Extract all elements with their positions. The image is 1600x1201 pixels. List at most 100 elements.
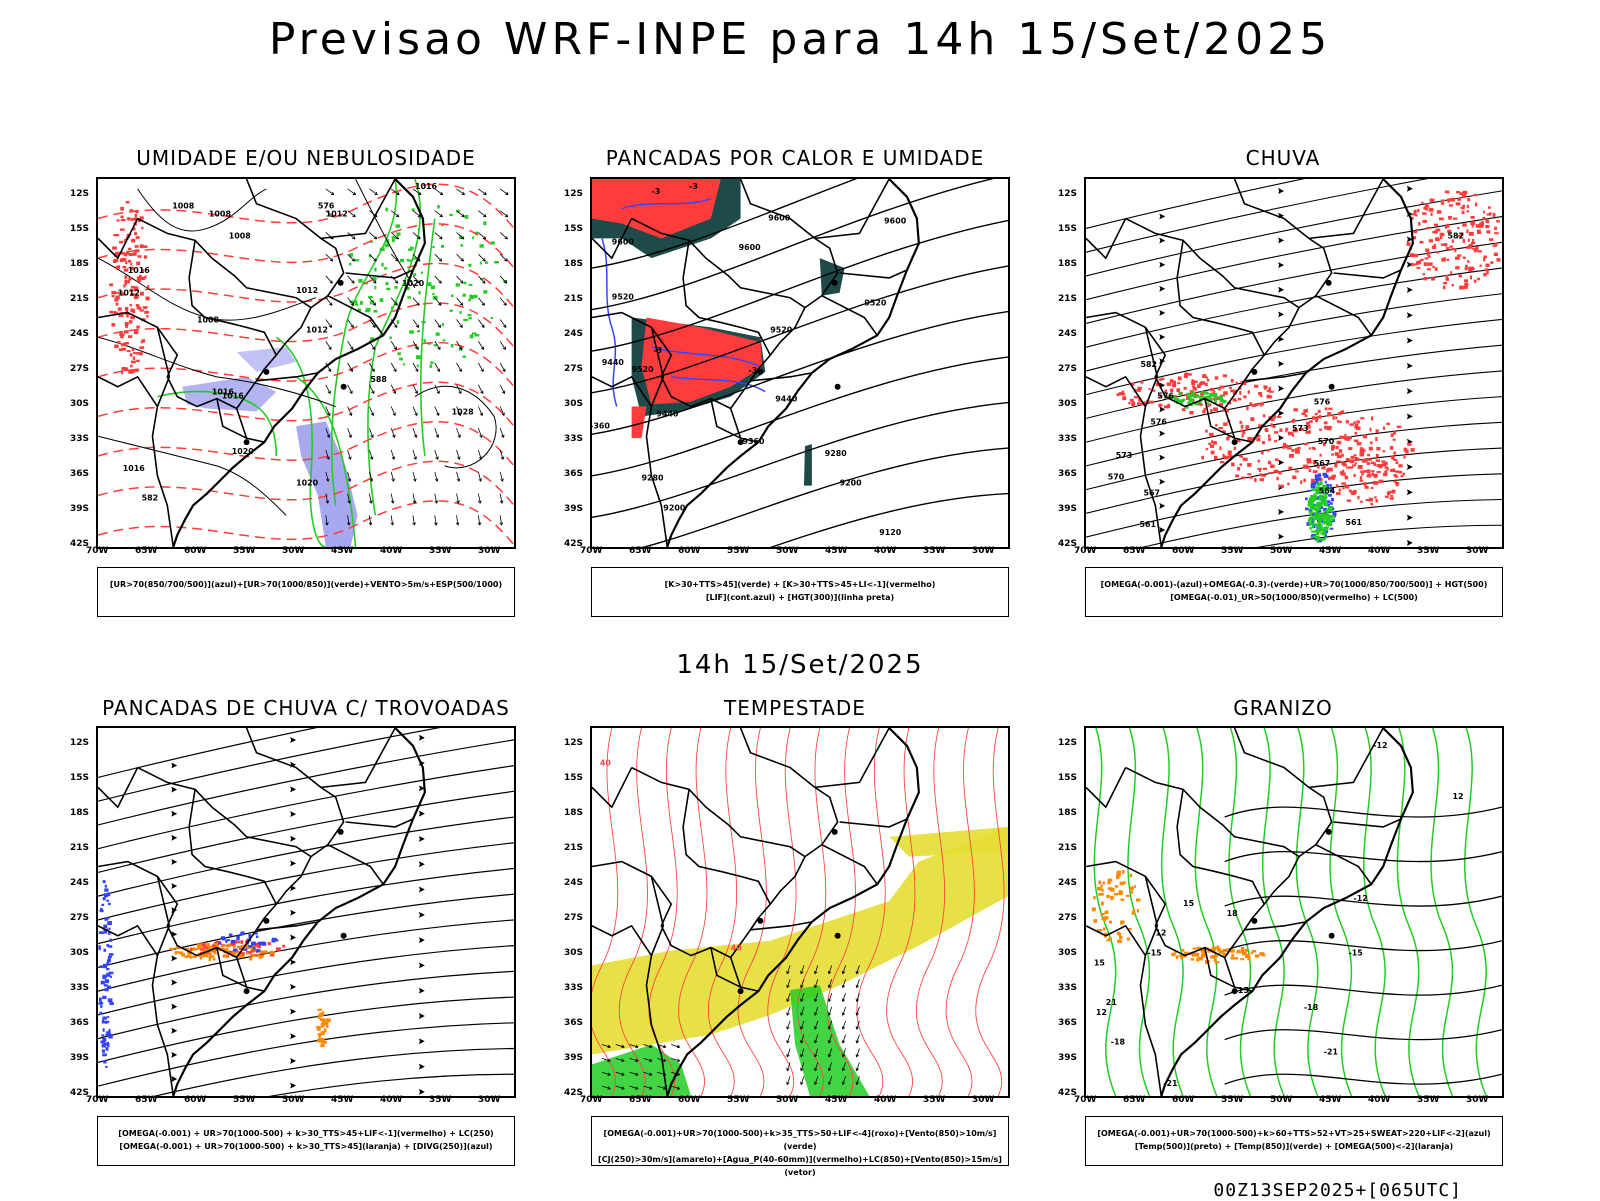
map-pancadas-trovoadas bbox=[96, 726, 516, 1098]
rain-red-pixel bbox=[1434, 267, 1438, 271]
hgt500-lines-line bbox=[1086, 421, 1502, 491]
wind-vector bbox=[477, 406, 483, 416]
longitude-tick-label: 60W bbox=[1172, 546, 1195, 556]
wind-vector bbox=[856, 992, 860, 1002]
wind-vector bbox=[643, 1058, 653, 1062]
rain-red-pixel bbox=[1339, 435, 1344, 439]
rain-red-pixel bbox=[1411, 213, 1417, 216]
contour-label: 564 bbox=[1319, 487, 1336, 496]
rain-red-pixel bbox=[1356, 420, 1360, 424]
streamline-arrow bbox=[1406, 312, 1413, 319]
country-border bbox=[1223, 408, 1236, 439]
omega-orange bbox=[1091, 870, 1141, 944]
wind-vector bbox=[477, 493, 481, 504]
humidity-low-levels-pixel bbox=[132, 356, 136, 360]
rain-red-pixel bbox=[1393, 458, 1398, 461]
rain-red-pixel bbox=[1396, 425, 1402, 429]
temp850-contours-line bbox=[1363, 728, 1386, 1096]
rain-red-pixel bbox=[1457, 234, 1462, 237]
humidity-low-levels-pixel bbox=[128, 247, 132, 251]
wind-vector-head bbox=[503, 324, 507, 328]
humidity-low-levels-pixel bbox=[400, 258, 405, 263]
rain-red-pixel bbox=[1492, 213, 1496, 217]
lifted-index-contours-line bbox=[651, 346, 761, 368]
lake-mark bbox=[263, 917, 270, 924]
wind-vector-head bbox=[503, 302, 507, 306]
humidity-low-levels-pixel bbox=[134, 213, 137, 217]
storm-red-pixel bbox=[206, 951, 210, 955]
rain-red-pixel bbox=[1341, 482, 1346, 485]
rain-red-pixel bbox=[1194, 380, 1198, 384]
country-border bbox=[188, 240, 277, 356]
latitude-tick-label: 15S bbox=[564, 224, 584, 234]
humidity-low-levels-pixel bbox=[115, 302, 119, 306]
rain-red-pixel bbox=[1462, 238, 1466, 243]
omega-orange-pixel bbox=[1120, 898, 1125, 901]
wind-vector bbox=[800, 979, 805, 988]
rain-red-pixel bbox=[1220, 460, 1225, 464]
rain-red-pixel bbox=[1200, 403, 1203, 406]
longitude-tick-label: 55W bbox=[1221, 1095, 1244, 1105]
lc250-streamlines-line bbox=[98, 945, 514, 1016]
rain-red-pixel bbox=[1367, 469, 1371, 473]
latitude-tick-label: 24S bbox=[564, 878, 584, 888]
streamline-arrow bbox=[290, 959, 297, 966]
humidity-low-levels-pixel bbox=[372, 277, 377, 281]
wind-vector bbox=[786, 1062, 791, 1071]
rain-red-pixel bbox=[1336, 420, 1340, 423]
omega-orange-pixel bbox=[1122, 870, 1125, 874]
latitude-tick-label: 30S bbox=[564, 948, 584, 958]
wind-vector bbox=[456, 428, 461, 438]
humidity-low-levels-pixel bbox=[381, 247, 385, 252]
wind-vector bbox=[842, 1034, 846, 1044]
divergence-blue-pixel bbox=[103, 924, 108, 929]
divergence-blue-pixel bbox=[102, 995, 107, 1000]
divergence-blue-pixel bbox=[104, 988, 109, 992]
humidity-low-levels bbox=[157, 179, 436, 547]
wind-vector bbox=[814, 1006, 819, 1016]
contour-label: 12 bbox=[1096, 1008, 1107, 1017]
wind-vector-head bbox=[327, 412, 331, 416]
contour-label: 576 bbox=[1157, 392, 1174, 401]
wind-vector-head bbox=[413, 478, 417, 482]
rain-green-pixel bbox=[1321, 529, 1325, 532]
divergence-blue-pixel bbox=[259, 941, 263, 946]
contour-label: 9520 bbox=[770, 325, 793, 334]
divergence-blue-pixel bbox=[99, 1011, 103, 1015]
wind-vector-head bbox=[662, 1058, 667, 1063]
contour-label: 1008 bbox=[209, 210, 232, 219]
temp500-contours bbox=[1224, 806, 1502, 1085]
rain-red-pixel bbox=[1270, 423, 1273, 427]
latitude-tick-label: 24S bbox=[70, 329, 90, 339]
temp850-contours-line bbox=[1194, 728, 1218, 1096]
hgt500-lines-line bbox=[1086, 344, 1502, 419]
rain-red-pixel bbox=[1346, 466, 1352, 469]
humidity-low-levels-pixel bbox=[469, 294, 473, 299]
storm-orange-pixel bbox=[259, 950, 264, 954]
lc250-streamlines bbox=[98, 728, 514, 1096]
storm-red-pixel bbox=[235, 941, 240, 944]
latitude-tick-label: 27S bbox=[564, 364, 584, 374]
wind-vector-head bbox=[827, 1040, 832, 1044]
humidity-low-levels-pixel bbox=[132, 370, 136, 373]
latitude-tick-label: 18S bbox=[1058, 259, 1078, 269]
wind-vector-head bbox=[800, 1067, 804, 1072]
humidity-low-levels-pixel bbox=[479, 244, 484, 248]
rain-red-pixel bbox=[1496, 258, 1501, 262]
rain-red-pixel bbox=[1441, 199, 1446, 202]
rain-red-pixel bbox=[1416, 266, 1421, 269]
streamline-arrow bbox=[290, 934, 297, 941]
wind-vector bbox=[786, 1006, 791, 1016]
humidity-low-levels-line bbox=[295, 376, 357, 547]
rain-red-pixel bbox=[1268, 416, 1272, 419]
rain-red-pixel bbox=[1197, 384, 1201, 389]
humidity-high-levels bbox=[236, 347, 297, 372]
wind850-vectors bbox=[786, 965, 860, 1085]
lc250-streamlines-line bbox=[98, 765, 514, 850]
rain-red-pixel bbox=[1324, 426, 1330, 430]
humidity-low-levels-pixel bbox=[490, 241, 495, 245]
rain-red-pixel bbox=[1475, 246, 1479, 250]
wind-vector bbox=[842, 1020, 846, 1030]
map-granizo: -12 12 12 -15 -12 -15 -15 15 18 15 12 -18 -18 -21 -21 2… bbox=[1084, 726, 1504, 1098]
instability-red bbox=[592, 179, 721, 239]
